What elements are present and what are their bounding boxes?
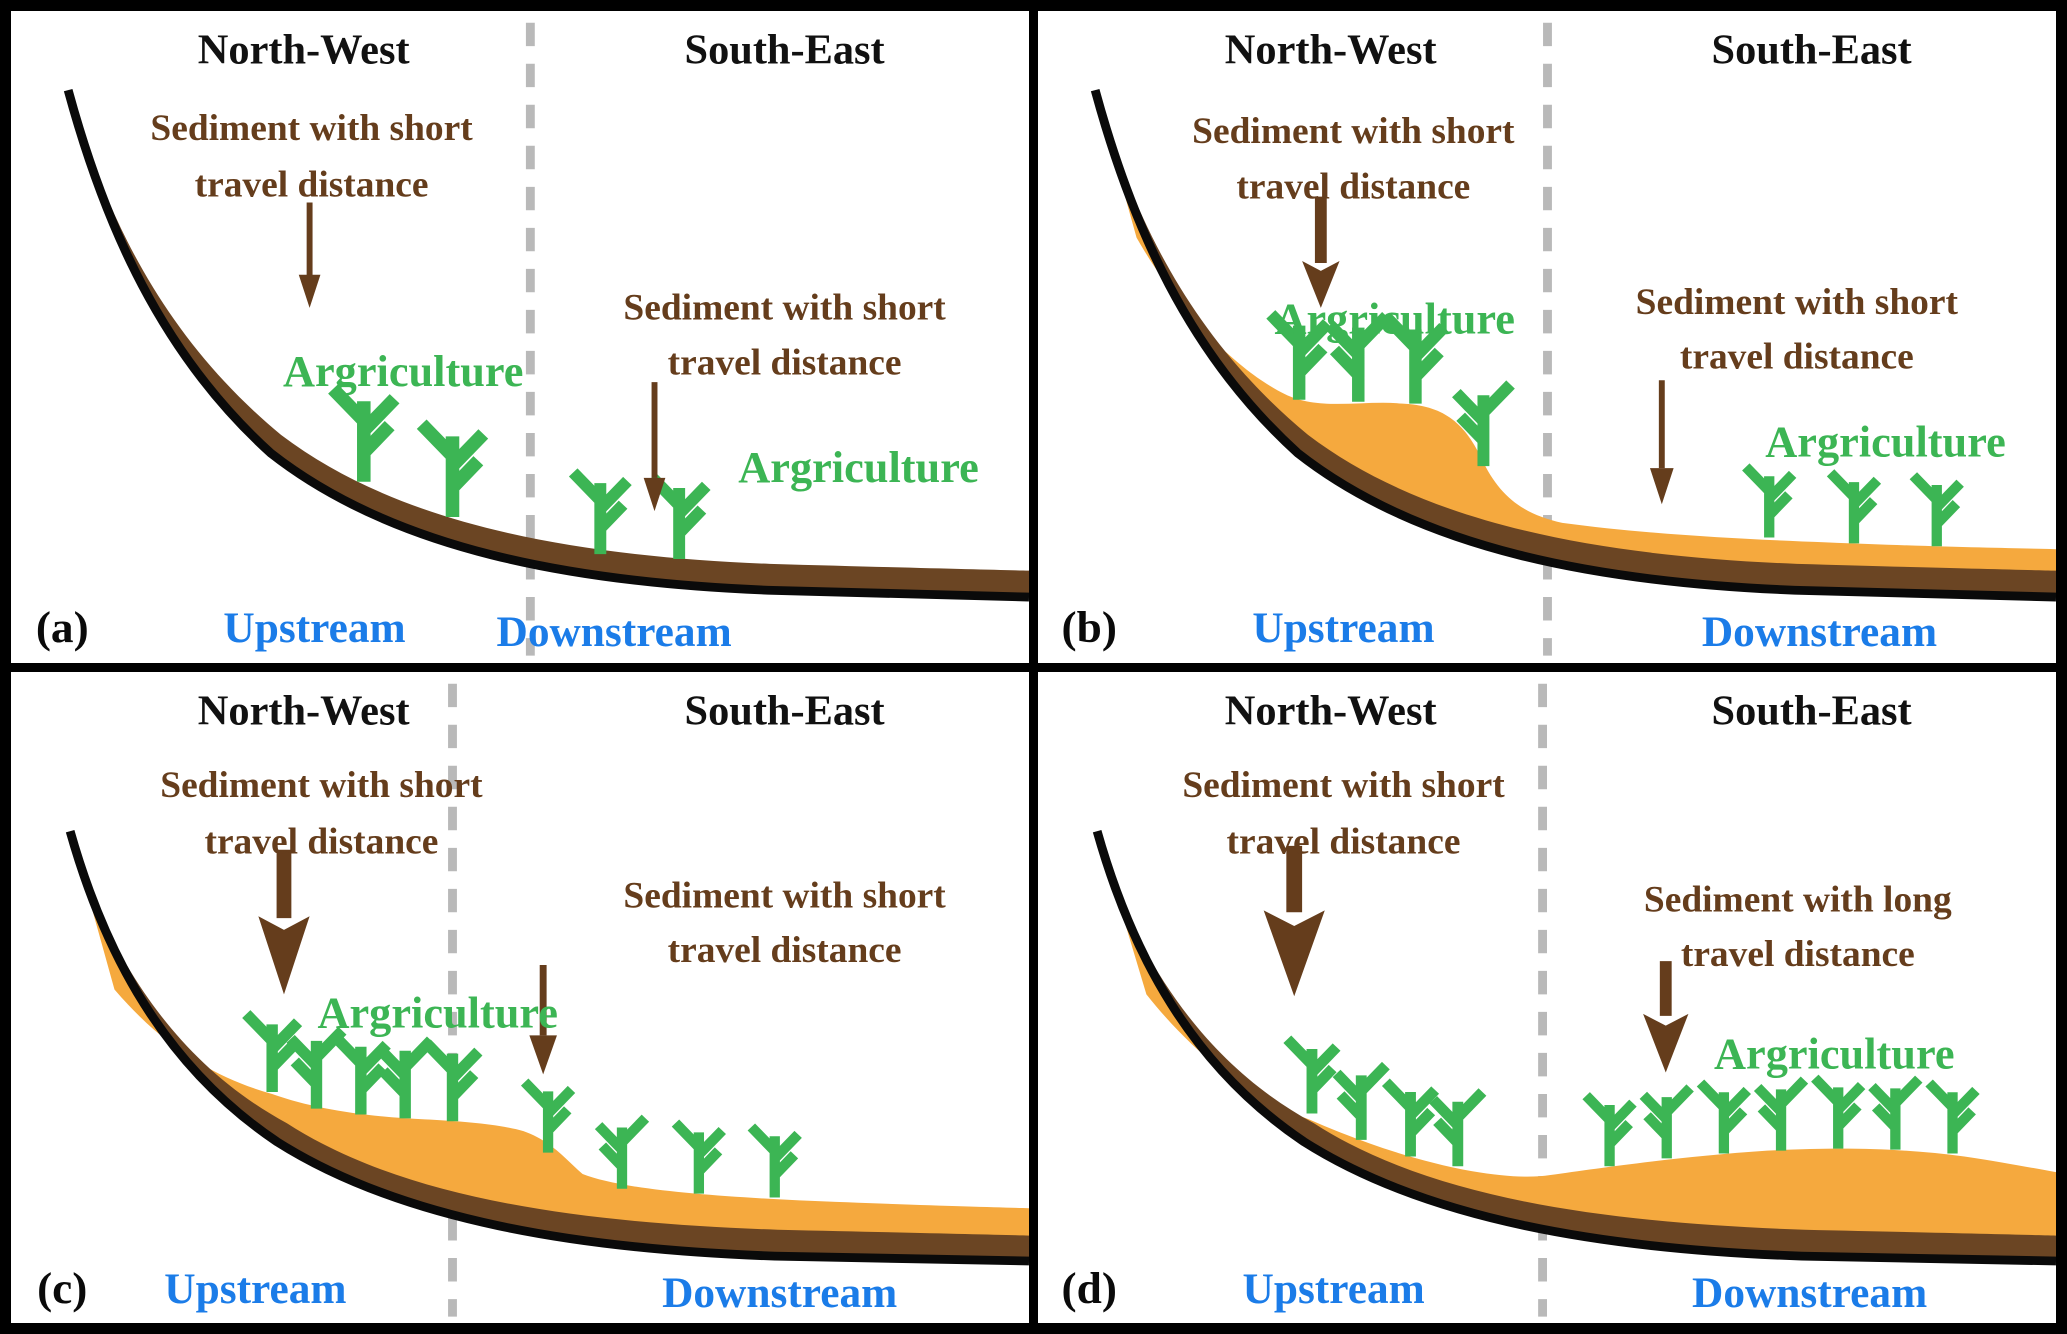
sediment-label-downstream-line2: travel distance (1681, 934, 1915, 975)
panel-a: North-West South-East Sediment with shor… (11, 11, 1029, 663)
sediment-label-upstream-line2: travel distance (195, 165, 429, 206)
agriculture-label-downstream: Argriculture (1714, 1029, 1954, 1078)
soil-layer (1095, 89, 2056, 597)
soil-layer (1097, 829, 2056, 1260)
sediment-label-upstream-line1: Sediment with short (150, 108, 473, 149)
sediment-label-upstream-line1: Sediment with short (1192, 111, 1515, 152)
title-northwest: North-West (1225, 687, 1437, 734)
soil-layer (70, 829, 1029, 1260)
title-southeast: South-East (1712, 687, 1912, 734)
upstream-label: Upstream (1243, 1266, 1425, 1313)
plants-downstream (573, 472, 706, 559)
sediment-label-downstream-line1: Sediment with long (1644, 879, 1952, 920)
sediment-arrow-downstream (1649, 380, 1674, 505)
title-southeast: South-East (685, 27, 885, 74)
soil-layer (68, 89, 1029, 597)
sediment-label-downstream-line1: Sediment with short (623, 288, 946, 329)
sediment-label-downstream-line1: Sediment with short (1636, 282, 1959, 323)
downstream-label: Downstream (1692, 1270, 1927, 1317)
sediment-arrow-upstream (298, 202, 321, 308)
sediment-arrow-upstream (258, 849, 310, 994)
title-northwest: North-West (198, 687, 410, 734)
sediment-label-downstream-line1: Sediment with short (623, 875, 946, 916)
panel-letter: (a) (36, 602, 89, 652)
sediment-label-downstream-line2: travel distance (1680, 337, 1914, 378)
upstream-label: Upstream (223, 605, 405, 652)
agriculture-label-upstream: Argriculture (283, 347, 523, 396)
title-northwest: North-West (1225, 27, 1437, 74)
agriculture-label-downstream: Argriculture (738, 443, 978, 492)
sediment-label-upstream-line2: travel distance (1236, 167, 1470, 208)
sediment-arrow-upstream (1302, 196, 1340, 308)
plants-downstream (1746, 467, 1960, 546)
panel-letter: (b) (1062, 602, 1117, 652)
slope-bedrock-line (63, 88, 1029, 602)
sediment-label-upstream-line2: travel distance (204, 821, 438, 862)
sediment-label-upstream-line1: Sediment with short (1182, 765, 1505, 806)
agriculture-label-downstream: Argriculture (1765, 418, 2005, 467)
sediment-arrow-downstream (529, 964, 557, 1074)
title-southeast: South-East (1712, 27, 1912, 74)
panel-b: North-West South-East Sediment with shor… (1038, 11, 2056, 663)
panel-d: North-West South-East Sediment with shor… (1038, 671, 2056, 1323)
downstream-label: Downstream (662, 1270, 897, 1317)
panel-letter: (c) (37, 1263, 87, 1313)
agriculture-label: Argriculture (317, 988, 557, 1037)
panel-letter: (d) (1062, 1263, 1117, 1313)
downstream-label: Downstream (497, 609, 732, 656)
slope-bedrock-line (1092, 829, 2056, 1265)
slope-bedrock-line (1090, 88, 2056, 602)
sediment-label-upstream-line1: Sediment with short (160, 765, 483, 806)
upstream-label: Upstream (1252, 605, 1434, 652)
sediment-arrow-downstream (643, 382, 666, 512)
sediment-label-downstream-line2: travel distance (668, 342, 902, 383)
downstream-label: Downstream (1702, 609, 1937, 656)
title-southeast: South-East (685, 687, 885, 734)
sediment-label-upstream-line2: travel distance (1227, 821, 1461, 862)
sediment-arrow-upstream (1263, 845, 1325, 996)
sediment-label-downstream-line2: travel distance (668, 930, 902, 971)
agriculture-label-upstream: Argriculture (1274, 295, 1514, 344)
slope-bedrock-line (65, 829, 1029, 1265)
upstream-label: Upstream (164, 1266, 346, 1313)
title-northwest: North-West (198, 27, 410, 74)
panel-c: North-West South-East Sediment with shor… (11, 671, 1029, 1323)
sediment-arrow-downstream (1643, 960, 1689, 1072)
